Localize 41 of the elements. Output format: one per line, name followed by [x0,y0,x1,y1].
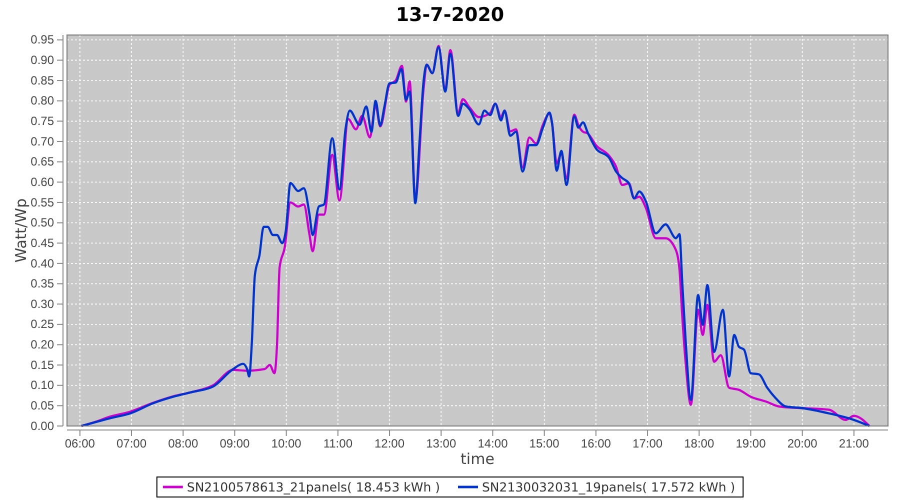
y-tick-label: 0.75 [30,114,54,128]
x-tick-label: 18:00 [684,436,714,451]
y-tick-label: 0.10 [30,378,54,392]
y-tick-label: 0.25 [30,317,54,332]
y-axis-title: Watt/Wp [12,198,30,263]
y-tick-label: 0.50 [30,216,54,230]
x-tick-label: 17:00 [632,436,663,451]
y-tick-label: 0.15 [30,358,54,372]
x-tick-label: 08:00 [168,436,198,451]
y-tick-label: 0.45 [30,236,54,250]
y-tick-label: 0.30 [30,296,54,311]
y-tick-label: 0.35 [30,276,54,291]
x-tick-label: 13:00 [426,436,456,451]
x-axis-title: time [460,450,494,468]
y-tick-label: 0.60 [30,174,54,189]
x-tick-label: 20:00 [787,436,818,451]
y-tick-label: 0.95 [30,32,54,47]
x-tick-label: 15:00 [529,436,560,451]
y-tick-label: 0.65 [30,154,54,169]
x-tick-label: 12:00 [374,436,405,451]
legend-label: SN2130032031_19panels( 17.572 kWh ) [482,480,736,494]
x-tick-label: 09:00 [220,436,250,451]
x-tick-label: 06:00 [64,436,96,451]
legend-label: SN2100578613_21panels( 18.453 kWh ) [186,480,440,494]
x-tick-label: 21:00 [838,436,870,451]
y-tick-label: 0.20 [30,338,54,352]
x-tick-label: 19:00 [736,436,766,451]
x-tick-label: 10:00 [271,436,302,451]
y-tick-label: 0.55 [30,195,54,210]
y-tick-label: 0.40 [30,256,54,270]
y-tick-label: 0.85 [30,73,54,88]
x-tick-label: 14:00 [478,436,508,451]
y-tick-label: 0.05 [30,398,54,413]
x-tick-label: 07:00 [116,436,147,451]
y-tick-label: 0.90 [30,53,54,68]
y-tick-label: 0.70 [30,134,54,148]
y-tick-label: 0.80 [30,94,54,108]
x-tick-label: 11:00 [323,436,353,451]
x-tick-label: 16:00 [580,436,612,451]
y-tick-label: 0.00 [30,418,54,433]
chart-title: 13-7-2020 [396,4,504,26]
